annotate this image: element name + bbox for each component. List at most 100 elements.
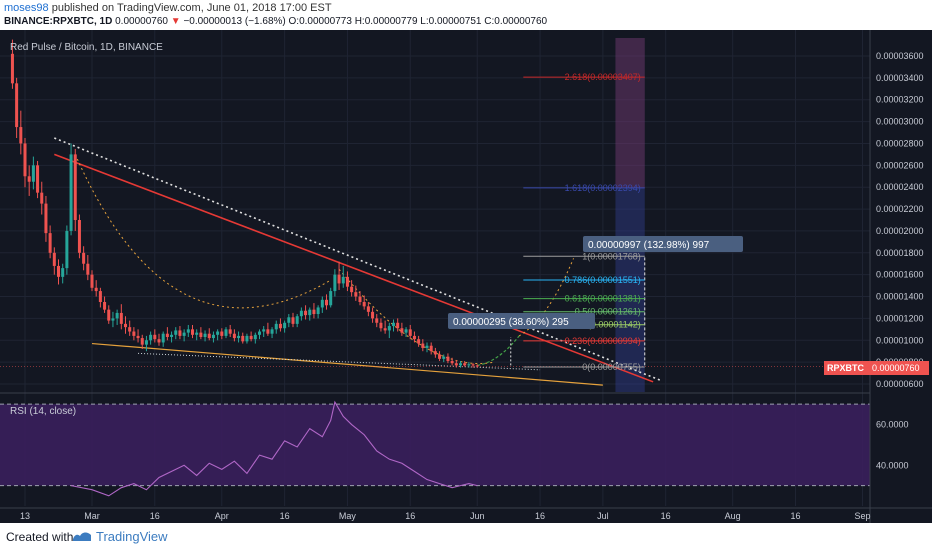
candle xyxy=(337,261,341,290)
candle-body xyxy=(211,334,215,339)
y-tick-label: 0.00002800 xyxy=(876,138,924,148)
candle-body xyxy=(257,331,262,335)
tradingview-logo-icon xyxy=(73,532,91,541)
candle-body xyxy=(153,334,157,340)
candle-body xyxy=(295,316,299,324)
candle-body xyxy=(103,302,107,310)
candle xyxy=(237,331,241,343)
candle xyxy=(224,327,228,339)
candle-body xyxy=(82,252,86,264)
candle xyxy=(454,359,458,368)
tradingview-brand[interactable]: TradingView xyxy=(96,529,168,544)
candle-body xyxy=(140,338,144,345)
candle xyxy=(358,291,362,306)
candle xyxy=(241,332,245,344)
candle-body xyxy=(371,311,375,319)
candle-body xyxy=(446,356,450,362)
candle-body xyxy=(10,53,14,84)
candle-body xyxy=(73,154,77,220)
candle-body xyxy=(111,318,115,321)
candle xyxy=(375,314,379,328)
candle-body xyxy=(36,165,40,193)
candle xyxy=(65,225,69,275)
time-axis[interactable]: 13 Mar 16 Apr 16 May 16 Jun 16 Jul 16 Aug 16 Sep xyxy=(0,507,932,521)
candle-body xyxy=(107,309,111,321)
candle-body xyxy=(77,220,81,253)
candle-body xyxy=(391,322,396,327)
fib-label: 0.618(0.00001381) xyxy=(565,294,641,304)
candle-body xyxy=(245,335,249,342)
candle-body xyxy=(195,332,199,335)
created-with-text: Created with xyxy=(6,530,74,544)
candle-body xyxy=(304,310,308,316)
x-tick-label: 16 xyxy=(405,511,415,521)
candle-body xyxy=(375,318,379,323)
candle xyxy=(366,302,370,317)
candle xyxy=(295,314,299,328)
candle-body xyxy=(274,323,278,330)
candle xyxy=(178,326,182,340)
candle-body xyxy=(379,322,383,329)
candle xyxy=(98,287,102,308)
price-chart[interactable]: 2.618(0.00003407) 1.618(0.00002394) 1(0.00… xyxy=(0,30,932,523)
candle-body xyxy=(442,356,446,359)
x-tick-label: Apr xyxy=(215,511,229,521)
candle xyxy=(220,328,224,340)
candle-body xyxy=(27,176,31,182)
candle xyxy=(207,328,211,341)
symbol-badge-label: RPXBTC xyxy=(827,363,865,373)
candle xyxy=(107,305,111,324)
candle xyxy=(262,326,266,337)
candle xyxy=(186,324,190,337)
candle-body xyxy=(136,335,140,339)
fib-label: 0.5(0.00001261) xyxy=(575,307,641,317)
candle-body xyxy=(320,299,324,308)
candle xyxy=(132,327,136,341)
candle-body xyxy=(69,154,73,231)
x-tick-label: Sep xyxy=(854,511,870,521)
candle-body xyxy=(412,335,416,340)
candle xyxy=(140,334,144,350)
candle xyxy=(417,335,421,347)
candle-body xyxy=(48,233,52,253)
candle-body xyxy=(224,329,228,336)
orange-projection xyxy=(518,258,575,337)
candle xyxy=(371,307,375,323)
candle xyxy=(345,271,349,292)
candle-body xyxy=(475,365,479,367)
candle-body xyxy=(287,317,291,323)
x-tick-label: Mar xyxy=(84,511,100,521)
candle-body xyxy=(299,310,303,317)
symbol-info: BINANCE:RPXBTC, 1D xyxy=(4,16,113,27)
candle-body xyxy=(19,127,23,144)
candle-body xyxy=(358,296,362,302)
candle-body xyxy=(132,331,136,336)
candle-body xyxy=(463,363,467,366)
candle xyxy=(228,324,232,337)
candle xyxy=(69,143,73,236)
candle xyxy=(36,160,40,199)
author-link[interactable]: moses98 xyxy=(4,2,49,14)
green-projection xyxy=(477,335,520,367)
y-tick-label: 0.00001200 xyxy=(876,313,924,323)
candle-body xyxy=(170,334,174,337)
candle-body xyxy=(333,274,337,292)
candle xyxy=(182,329,186,342)
footer: Created with TradingView xyxy=(0,523,932,550)
rsi-line xyxy=(70,400,478,497)
candle xyxy=(341,265,345,288)
candle xyxy=(350,280,354,297)
candle xyxy=(90,270,94,292)
candle xyxy=(40,181,44,215)
candle xyxy=(442,354,446,363)
x-tick-label: 16 xyxy=(790,511,800,521)
candle-body xyxy=(454,363,458,366)
candle xyxy=(467,362,471,368)
candle xyxy=(450,357,454,366)
candle-body xyxy=(425,345,429,348)
candle-body xyxy=(337,274,341,284)
last-price: 0.00000760 xyxy=(115,16,168,27)
candle xyxy=(312,303,316,319)
candle-body xyxy=(207,333,211,339)
candle-body xyxy=(65,230,69,269)
